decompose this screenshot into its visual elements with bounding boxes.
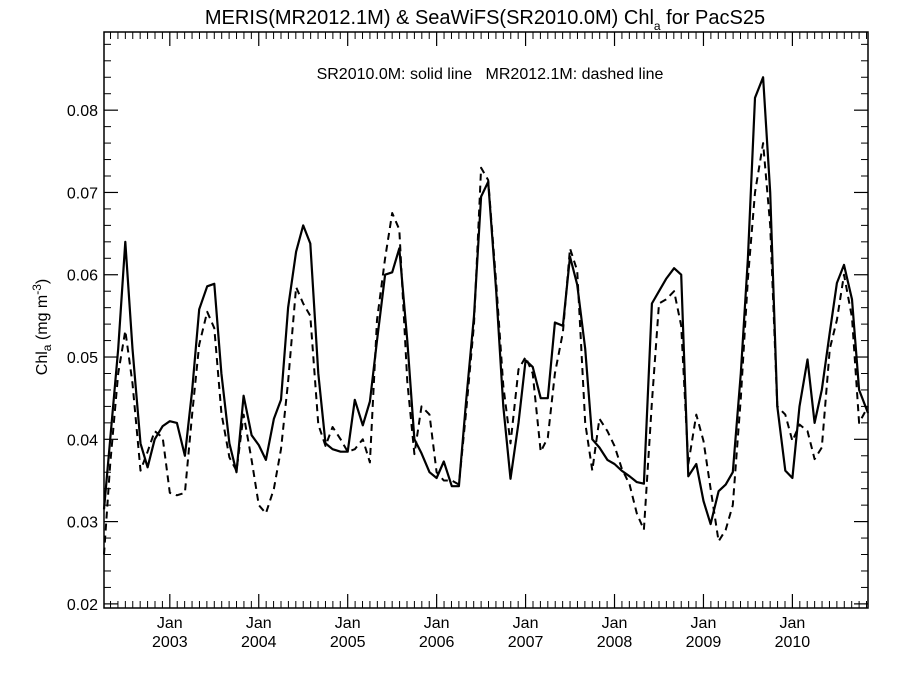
y-tick-label: 0.05 [67,350,98,367]
data-point [562,331,564,333]
title-suffix: for PacS25 [661,7,766,29]
y-tick-label: 0.07 [67,185,98,202]
plot-frame [103,31,869,609]
x-tick-year-label: 2009 [686,634,722,651]
data-point [398,228,400,230]
plot-frame-group [103,31,869,609]
series-points-sr2010-0m [103,76,869,525]
y-axis-label: Chla (mg m-3) [30,279,54,375]
y-tick-label: 0.06 [67,268,98,285]
x-tick-year-label: 2003 [152,634,188,651]
y-tick-label: 0.04 [67,432,98,449]
x-tick-month-label: Jan [157,615,183,632]
x-tick-year-label: 2007 [508,634,544,651]
x-tick-year-label: 2004 [241,634,277,651]
y-tick-label: 0.02 [67,597,98,614]
y-tick-label: 0.08 [67,103,98,120]
series-line-mr2012-1m [103,142,869,555]
ylabel-mid: (mg m [34,295,51,345]
x-tick-month-label: Jan [335,615,361,632]
axis-ticks [104,32,868,608]
ylabel-prefix: Chl [34,351,51,375]
x-tick-month-label: Jan [602,615,628,632]
x-tick-month-label: Jan [513,615,539,632]
data-point [829,348,831,350]
data-point [317,423,319,425]
axis-tick-labels: 0.02 0.03 0.04 0.05 0.06 0.07 0.08 Jan 2003 Jan 20… [67,103,810,651]
x-tick-year-label: 2005 [330,634,366,651]
data-point [184,492,186,494]
x-tick-month-label: Jan [424,615,450,632]
series-line-sr2010-0m [102,76,870,526]
title-prefix: MERIS(MR2012.1M) & SeaWiFS(SR2010.0M) Ch… [205,7,654,29]
ylabel-superscript: -3 [30,284,44,295]
y-tick-label: 0.03 [67,515,98,532]
data-point [265,512,267,514]
data-point [124,330,126,332]
title-subscript: a [654,19,661,33]
data-point [162,437,164,439]
data-point [658,302,660,304]
data-lines [102,76,870,555]
x-tick-month-label: Jan [780,615,806,632]
x-tick-month-label: Jan [246,615,272,632]
x-tick-year-label: 2010 [775,634,811,651]
data-point [576,269,578,271]
ylabel-subscript: a [40,344,54,351]
x-tick-year-label: 2006 [419,634,455,651]
x-tick-month-label: Jan [691,615,717,632]
data-point [791,440,793,442]
ylabel-suffix: ) [34,279,51,284]
x-tick-year-label: 2008 [597,634,633,651]
data-point [540,451,542,453]
legend-note: SR2010.0M: solid line MR2012.1M: dashed … [317,66,664,83]
chart-title: MERIS(MR2012.1M) & SeaWiFS(SR2010.0M) Ch… [205,7,765,33]
